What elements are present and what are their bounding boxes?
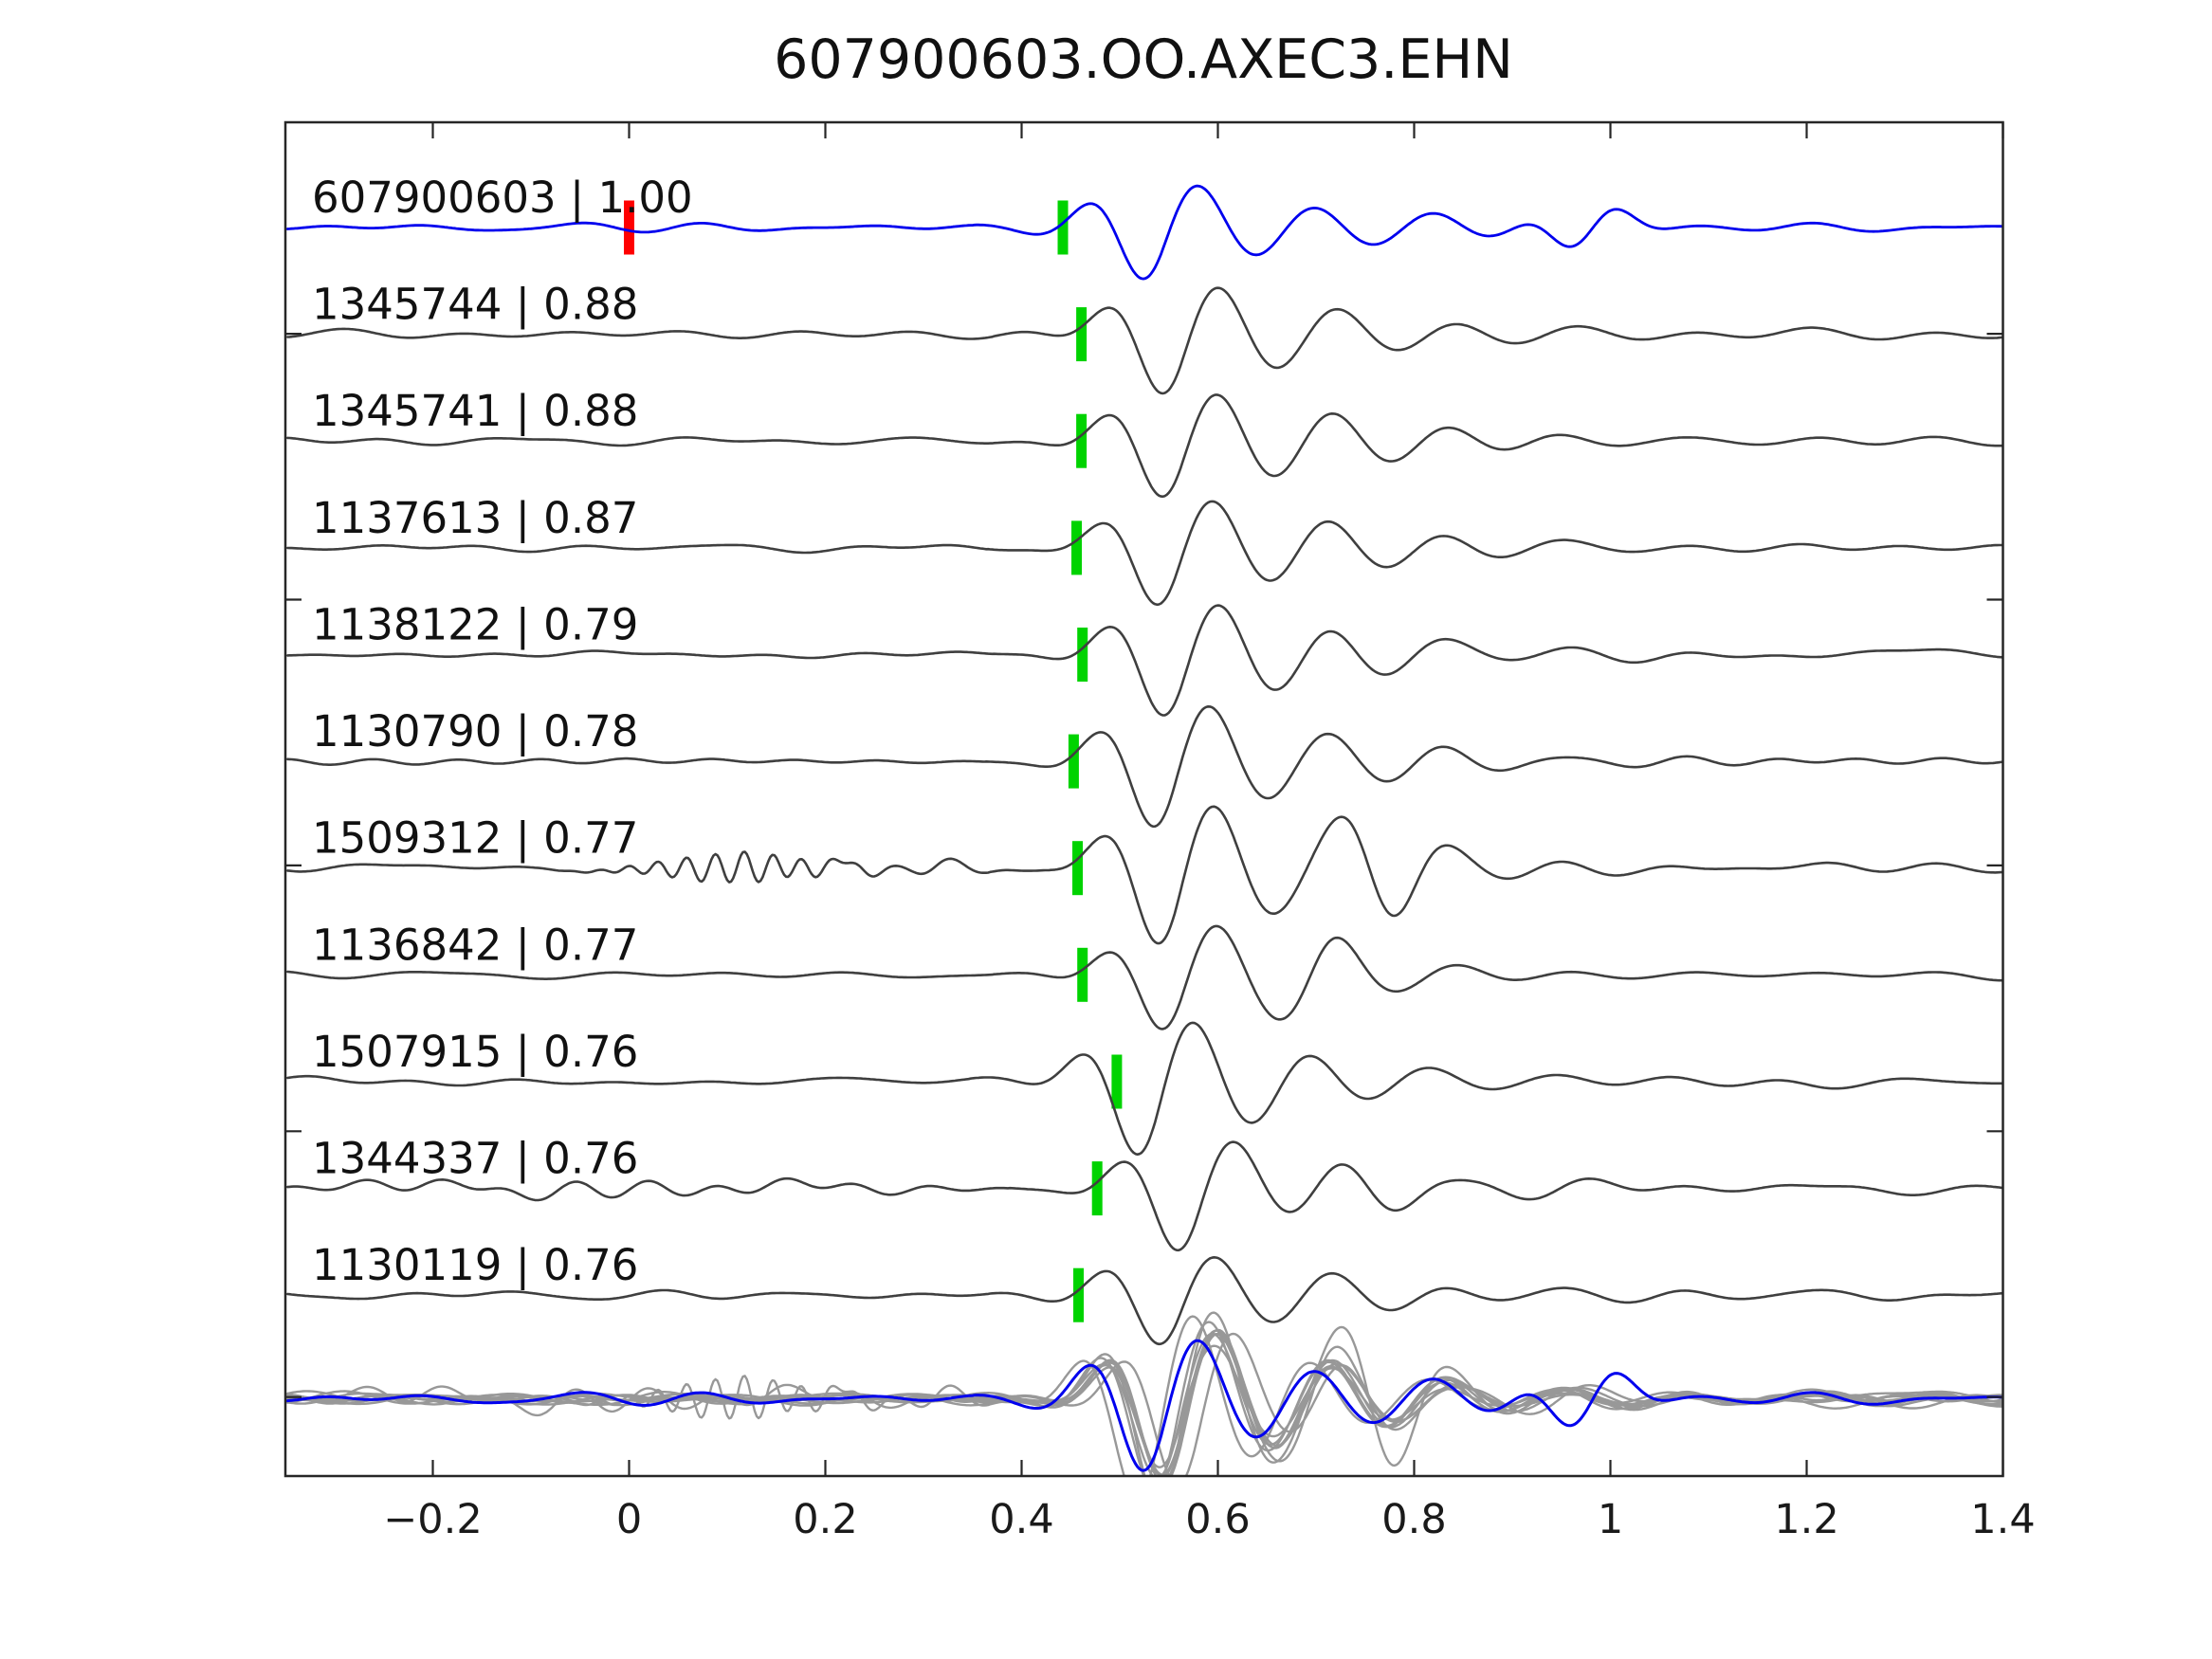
pick-marker xyxy=(1071,520,1082,575)
trace-label: 1137613 | 0.87 xyxy=(312,493,638,543)
marker-layer xyxy=(624,200,1123,1322)
x-tick-label: 1 xyxy=(1598,1496,1623,1543)
overlay-trace-1130790 xyxy=(286,1321,2003,1476)
trace-label: 1345741 | 0.88 xyxy=(312,386,638,436)
x-tick-label: 0.4 xyxy=(989,1496,1053,1543)
x-tick-label-layer: −0.2 0 0.2 0.4 0.6 0.8 1 1.2 1.4 xyxy=(383,1496,2035,1543)
trace-label: 1509312 | 0.77 xyxy=(312,813,638,864)
overlay-layer xyxy=(285,1311,2003,1476)
x-tick-label: 0 xyxy=(616,1496,642,1543)
plot-border xyxy=(283,120,2004,1478)
trace-waveform-1130790 xyxy=(286,705,2003,829)
trace-label-layer: 607900603 | 1.00 1345744 | 0.88 1345741 | … xyxy=(312,173,693,1290)
trace-label: 1130790 | 0.78 xyxy=(312,706,638,757)
pick-marker xyxy=(1077,628,1088,682)
pick-marker xyxy=(1091,1161,1103,1216)
trace-label: 1344337 | 0.76 xyxy=(312,1134,638,1184)
overlay-trace-1507915 xyxy=(286,1315,2003,1476)
origin-marker xyxy=(624,200,634,255)
pick-marker xyxy=(1076,307,1088,362)
x-tick-label: 0.2 xyxy=(793,1496,857,1543)
trace-waveform-1344337 xyxy=(286,1140,2003,1252)
pick-marker xyxy=(1077,947,1088,1002)
x-tick-label: 1.4 xyxy=(1970,1496,2035,1543)
pick-marker xyxy=(1057,200,1069,255)
x-tick-label: 1.2 xyxy=(1774,1496,1838,1543)
trace-waveform-1345744 xyxy=(286,286,2003,395)
pick-marker xyxy=(1072,841,1083,896)
trace-label: 1136842 | 0.77 xyxy=(312,920,638,970)
trace-waveform-1138122 xyxy=(286,604,2003,717)
overlay-trace-1130119 xyxy=(286,1344,2003,1468)
trace-label: 607900603 | 1.00 xyxy=(312,173,693,223)
pick-marker xyxy=(1073,1267,1084,1322)
trace-waveform-1137613 xyxy=(286,500,2003,607)
trace-label: 1507915 | 0.76 xyxy=(312,1027,638,1077)
trace-waveform-1345741 xyxy=(286,393,2003,499)
pick-marker xyxy=(1076,413,1088,468)
figure-title: 607900603.OO.AXEC3.EHN xyxy=(774,28,1513,91)
pick-marker xyxy=(1111,1054,1123,1109)
x-tick-label: −0.2 xyxy=(383,1496,482,1543)
plot-clip-group xyxy=(285,184,2003,1476)
trace-label: 1345744 | 0.88 xyxy=(312,280,638,330)
trace-label: 1138122 | 0.79 xyxy=(312,600,638,650)
axis-layer xyxy=(283,120,2004,1478)
trace-layer xyxy=(285,184,2003,1346)
trace-waveform-1509312 xyxy=(286,805,2003,945)
chart-root: −0.2 0 0.2 0.4 0.6 0.8 1 1.2 1.4 607900603 | 1.00… xyxy=(283,120,2036,1543)
trace-waveform-1130119 xyxy=(286,1256,2003,1346)
overlay-reference-trace xyxy=(285,1339,2003,1472)
pick-marker xyxy=(1068,734,1079,789)
trace-waveform-1136842 xyxy=(286,924,2003,1030)
trace-label: 1130119 | 0.76 xyxy=(312,1240,638,1290)
x-tick-label: 0.6 xyxy=(1185,1496,1250,1543)
trace-waveform-607900603 xyxy=(285,184,2003,281)
x-tick-label: 0.8 xyxy=(1381,1496,1446,1543)
overlay-trace-1137613 xyxy=(286,1332,2003,1476)
trace-waveform-1507915 xyxy=(286,1021,2003,1156)
